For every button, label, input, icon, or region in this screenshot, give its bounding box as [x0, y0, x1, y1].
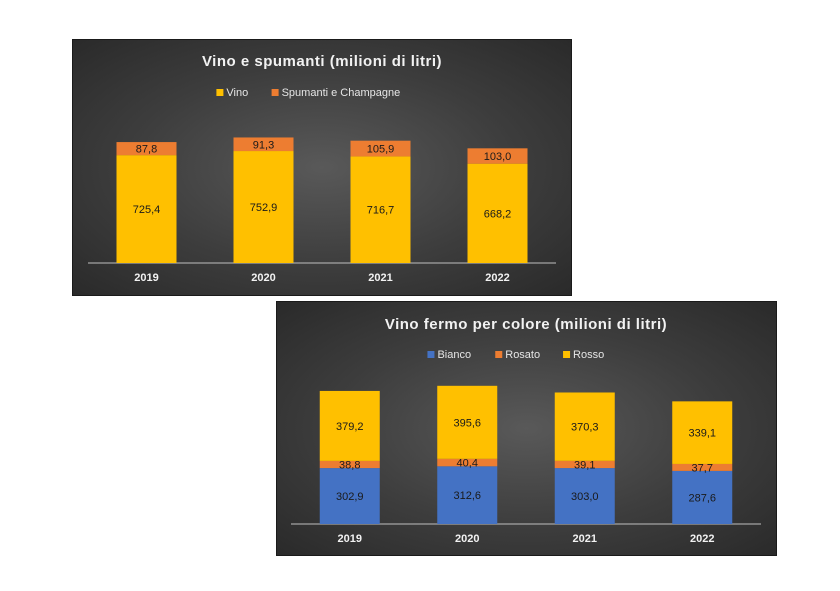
legend-swatch-rosso [563, 351, 571, 358]
bar-spumanti-e-champagne-2020 [233, 137, 294, 152]
bar-rosso-2019 [319, 390, 380, 461]
bar-rosso-2020 [437, 385, 498, 459]
data-label: 302,9 [336, 491, 364, 503]
x-tick-label: 2020 [251, 272, 275, 284]
chart-title: Vino fermo per colore (milioni di litri) [385, 316, 667, 333]
legend-label: Vino [226, 87, 248, 99]
bar-rosato-2022 [672, 463, 733, 471]
bar-rosato-2021 [554, 460, 615, 469]
data-label: 668,2 [484, 208, 512, 220]
legend-label: Rosso [573, 349, 604, 361]
data-label: 312,6 [453, 490, 481, 502]
data-label: 725,4 [133, 204, 161, 216]
bar-bianco-2021 [554, 468, 615, 524]
legend-swatch-rosato [495, 351, 503, 358]
data-label: 339,1 [688, 428, 716, 440]
data-label: 40,4 [457, 458, 478, 470]
bar-spumanti-e-champagne-2021 [350, 140, 411, 157]
chart-vino-fermo: Vino fermo per colore (milioni di litri)… [291, 316, 761, 545]
bar-spumanti-e-champagne-2022 [467, 148, 528, 164]
chart-title: Vino e spumanti (milioni di litri) [202, 53, 442, 70]
x-tick-label: 2022 [485, 272, 509, 284]
data-label: 91,3 [253, 139, 274, 151]
chart-vino-spumanti: Vino e spumanti (milioni di litri) Vino S… [88, 53, 556, 284]
bar-vino-2019 [116, 155, 177, 263]
data-label: 38,8 [339, 460, 360, 472]
bar-rosato-2020 [437, 458, 498, 467]
bar-bianco-2022 [672, 470, 733, 524]
data-label: 37,7 [692, 462, 713, 474]
x-tick-label: 2021 [368, 272, 392, 284]
data-label: 105,9 [367, 144, 395, 156]
chart-panel-vino-fermo: Vino fermo per colore (milioni di litri)… [276, 301, 777, 556]
legend-swatch-bianco [427, 351, 435, 358]
bar-bianco-2020 [437, 466, 498, 524]
x-tick-label: 2019 [338, 533, 362, 545]
data-label: 303,0 [571, 491, 599, 503]
legend-label: Spumanti e Champagne [282, 87, 401, 99]
x-tick-label: 2019 [134, 272, 158, 284]
data-label: 752,9 [250, 202, 278, 214]
bar-vino-2020 [233, 151, 294, 263]
legend-swatch-spumanti-e-champagne [271, 89, 279, 96]
bar-spumanti-e-champagne-2019 [116, 142, 177, 156]
bar-vino-2021 [350, 156, 411, 263]
data-label: 287,6 [688, 492, 716, 504]
data-label: 87,8 [136, 144, 157, 156]
data-label: 716,7 [367, 205, 395, 217]
bar-rosso-2022 [672, 401, 733, 464]
legend-label: Rosato [505, 349, 540, 361]
data-label: 370,3 [571, 422, 599, 434]
bar-bianco-2019 [319, 468, 380, 524]
bar-rosso-2021 [554, 392, 615, 461]
chart-panel-vino-spumanti: Vino e spumanti (milioni di litri) Vino S… [72, 39, 572, 296]
data-label: 103,0 [484, 151, 512, 163]
legend-swatch-vino [216, 89, 224, 96]
x-tick-label: 2021 [573, 533, 597, 545]
legend-label: Bianco [437, 349, 471, 361]
bar-rosato-2019 [319, 460, 380, 469]
data-label: 379,2 [336, 421, 364, 433]
data-label: 39,1 [574, 459, 595, 471]
x-tick-label: 2020 [455, 533, 479, 545]
data-label: 395,6 [453, 417, 481, 429]
x-tick-label: 2022 [690, 533, 714, 545]
bar-vino-2022 [467, 163, 528, 263]
